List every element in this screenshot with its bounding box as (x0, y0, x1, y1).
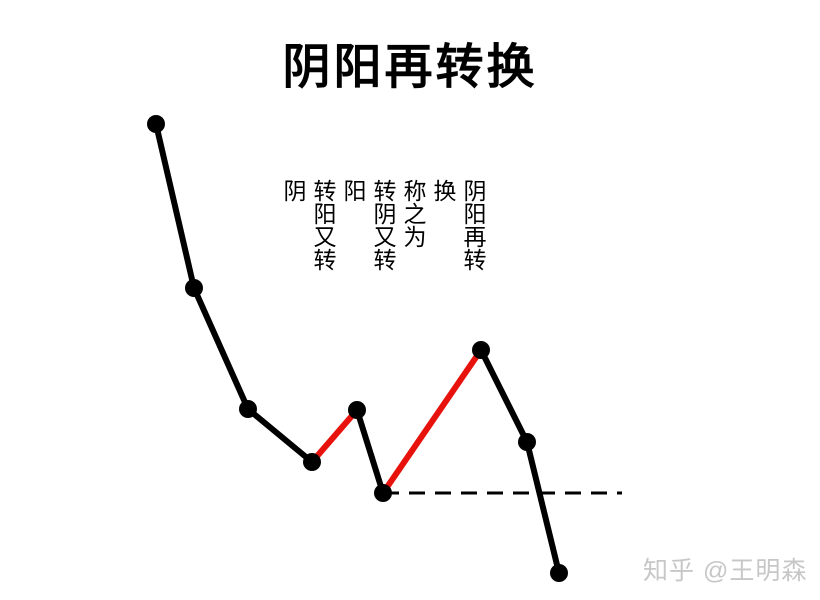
chart-segment-black (524, 441, 562, 574)
chart-point (550, 564, 568, 582)
chart-point (185, 279, 203, 297)
watermark: 知乎 @王明森 (643, 557, 808, 585)
annotation-column: 阴阳再转 (463, 179, 487, 273)
annotation-column: 换 (433, 179, 457, 204)
diagram-title: 阴阳再转换 (282, 41, 538, 94)
chart-segment-black (478, 348, 530, 444)
chart-point (348, 401, 366, 419)
chart-segment-black (153, 123, 197, 289)
annotation-block: 阴 转阳又转 阳 转阴又转 称之为 换 阴阳再转 (283, 180, 487, 272)
annotation-column: 阳 (343, 179, 367, 204)
annotation-column: 转阴又转 (373, 179, 397, 273)
chart-segment-red (309, 408, 360, 464)
chart-point (472, 341, 490, 359)
chart-segment-black (191, 286, 251, 411)
annotation-column: 阴 (283, 179, 307, 204)
chart-point (518, 433, 536, 451)
annotation-column: 称之为 (403, 179, 427, 250)
chart-point (374, 484, 392, 502)
annotation-column: 转阳又转 (313, 179, 337, 273)
chart-segment-black (354, 409, 386, 494)
chart-segment-black (246, 406, 314, 465)
chart-segment-red (380, 348, 484, 495)
chart-point (147, 115, 165, 133)
chart-point (239, 400, 257, 418)
chart-point (303, 453, 321, 471)
